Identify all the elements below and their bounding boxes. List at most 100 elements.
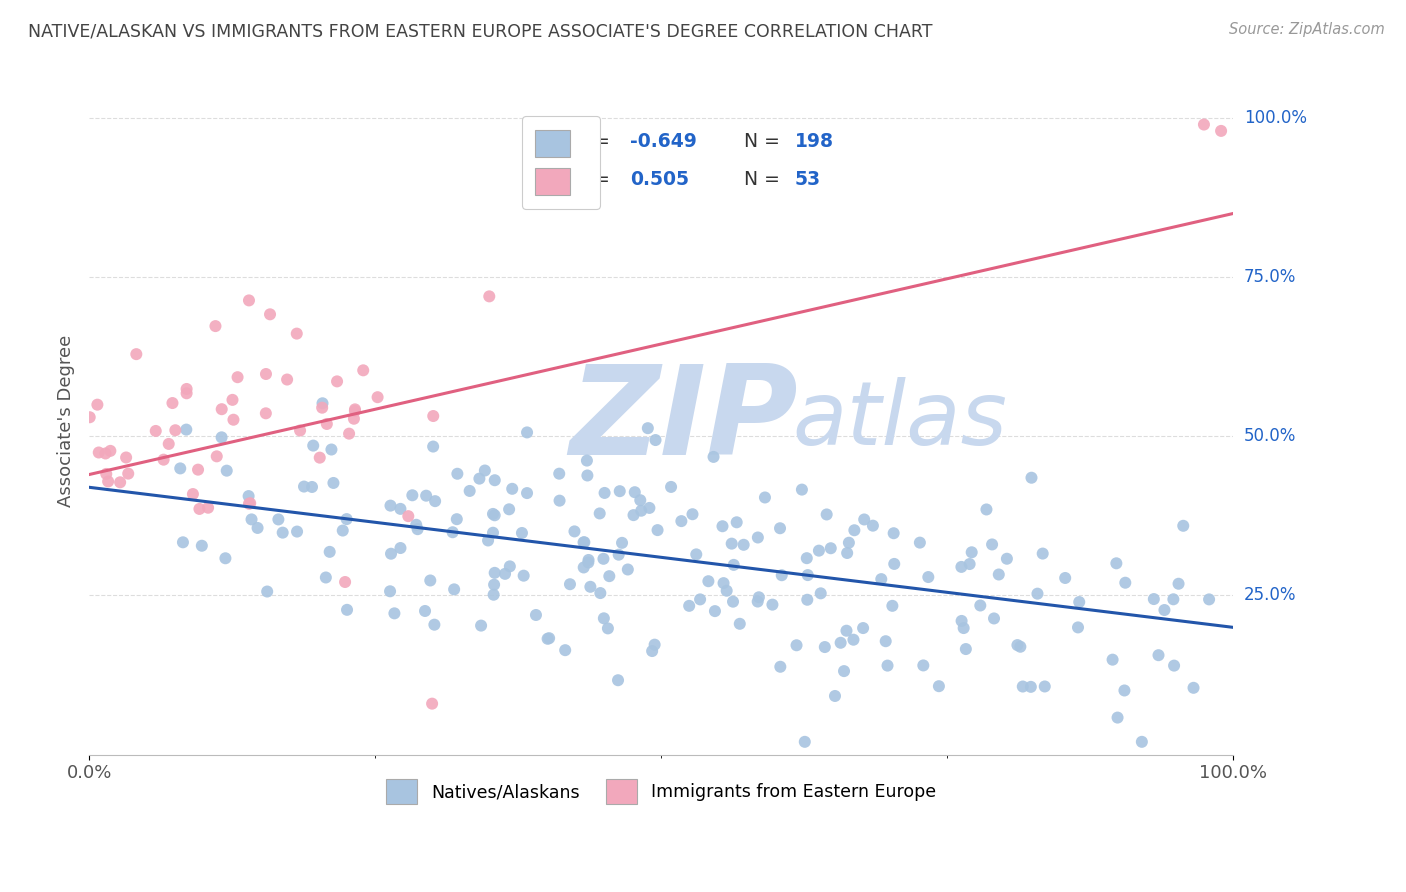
Point — [336, 512, 359, 526]
Point — [205, 450, 228, 464]
Point — [524, 607, 547, 622]
Point — [1209, 124, 1232, 138]
Point — [172, 535, 194, 549]
Point — [343, 402, 366, 417]
Point — [797, 568, 820, 582]
Point — [401, 488, 423, 502]
Point — [983, 611, 1005, 625]
Point — [211, 402, 233, 417]
Point — [94, 446, 117, 460]
Point — [578, 553, 600, 567]
Point — [333, 574, 356, 589]
Point — [1153, 603, 1175, 617]
Text: 198: 198 — [794, 132, 834, 151]
Point — [853, 512, 876, 526]
Point — [814, 640, 837, 654]
Point — [226, 370, 249, 384]
Point — [157, 437, 180, 451]
Point — [321, 442, 343, 457]
Point — [576, 556, 599, 570]
Point — [322, 475, 344, 490]
Point — [589, 586, 612, 600]
Point — [423, 617, 446, 632]
Point — [1011, 680, 1033, 694]
Point — [256, 584, 278, 599]
Point — [332, 524, 354, 538]
Point — [644, 433, 666, 447]
Point — [630, 504, 652, 518]
Point — [162, 396, 184, 410]
Point — [548, 467, 571, 481]
Point — [870, 572, 893, 586]
Point — [380, 499, 402, 513]
Point — [215, 464, 238, 478]
Point — [191, 539, 214, 553]
Point — [484, 508, 506, 523]
Point — [716, 583, 738, 598]
Point — [96, 467, 118, 481]
Point — [1143, 592, 1166, 607]
Point — [115, 450, 138, 465]
Point — [572, 535, 595, 549]
Point — [538, 631, 561, 645]
Point — [1101, 653, 1123, 667]
Point — [389, 541, 412, 555]
Point — [510, 526, 533, 541]
Point — [950, 560, 973, 574]
Point — [516, 425, 538, 440]
Point — [574, 535, 596, 549]
Legend: Natives/Alaskans, Immigrants from Eastern Europe: Natives/Alaskans, Immigrants from Easter… — [377, 771, 945, 813]
Point — [352, 363, 374, 377]
Point — [238, 293, 260, 308]
Point — [593, 486, 616, 500]
Point — [842, 632, 865, 647]
Point — [446, 512, 468, 526]
Point — [793, 735, 815, 749]
Point — [617, 562, 640, 576]
Text: NATIVE/ALASKAN VS IMMIGRANTS FROM EASTERN EUROPE ASSOCIATE'S DEGREE CORRELATION : NATIVE/ALASKAN VS IMMIGRANTS FROM EASTER… — [28, 22, 932, 40]
Point — [254, 367, 277, 381]
Point — [607, 548, 630, 562]
Point — [222, 413, 245, 427]
Point — [187, 463, 209, 477]
Point — [315, 570, 337, 584]
Point — [572, 560, 595, 574]
Point — [875, 634, 897, 648]
Point — [689, 592, 711, 607]
Point — [512, 568, 534, 582]
Point — [592, 611, 614, 625]
Point — [152, 452, 174, 467]
Text: N =: N = — [744, 132, 780, 151]
Point — [682, 507, 704, 521]
Point — [302, 439, 325, 453]
Point — [482, 577, 505, 591]
Point — [1026, 587, 1049, 601]
Text: N =: N = — [744, 169, 780, 189]
Point — [796, 551, 818, 566]
Point — [637, 421, 659, 435]
Point — [181, 487, 204, 501]
Point — [254, 406, 277, 420]
Point — [246, 521, 269, 535]
Point — [79, 410, 101, 425]
Point — [810, 586, 832, 600]
Point — [145, 424, 167, 438]
Point — [108, 475, 131, 490]
Point — [176, 423, 198, 437]
Point — [883, 557, 905, 571]
Point — [678, 599, 700, 613]
Point — [422, 409, 444, 423]
Point — [343, 411, 366, 425]
Point — [176, 386, 198, 401]
Point — [623, 485, 645, 500]
Point — [820, 541, 842, 556]
Point — [950, 614, 973, 628]
Point — [271, 525, 294, 540]
Point — [769, 521, 792, 535]
Point — [1182, 681, 1205, 695]
Point — [987, 567, 1010, 582]
Text: atlas: atlas — [793, 377, 1007, 464]
Point — [97, 475, 120, 489]
Point — [326, 375, 349, 389]
Text: 25.0%: 25.0% — [1244, 586, 1296, 605]
